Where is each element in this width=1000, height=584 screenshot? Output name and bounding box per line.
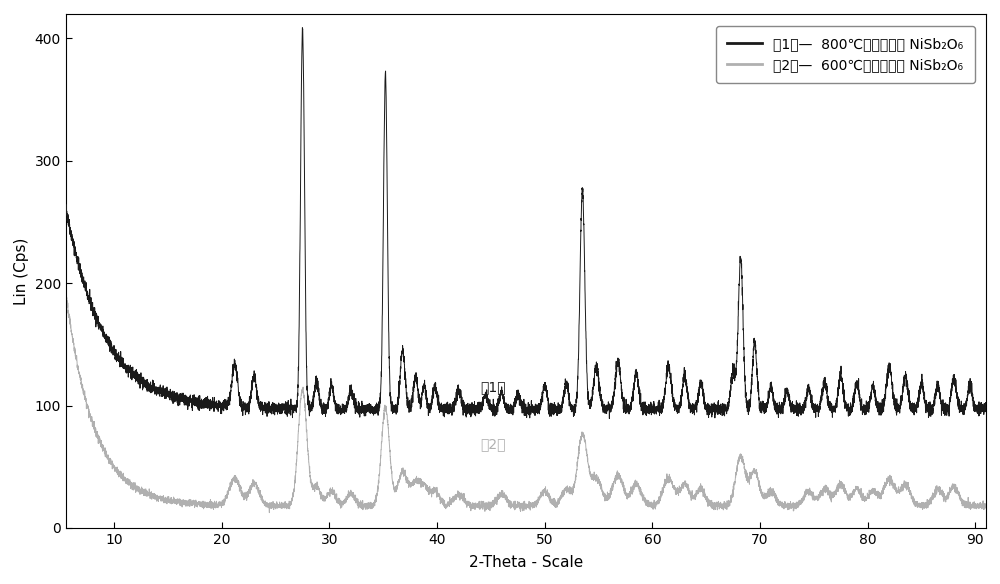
Text: （2）: （2） [480, 437, 506, 451]
Text: （1）: （1） [480, 380, 506, 394]
Legend: （1）—  800℃下焙烧助剂 NiSb₂O₆, （2）—  600℃下焙烧助剂 NiSb₂O₆: （1）— 800℃下焙烧助剂 NiSb₂O₆, （2）— 600℃下焙烧助剂 N… [716, 26, 975, 83]
Y-axis label: Lin (Cps): Lin (Cps) [14, 237, 29, 305]
X-axis label: 2-Theta - Scale: 2-Theta - Scale [469, 555, 583, 570]
